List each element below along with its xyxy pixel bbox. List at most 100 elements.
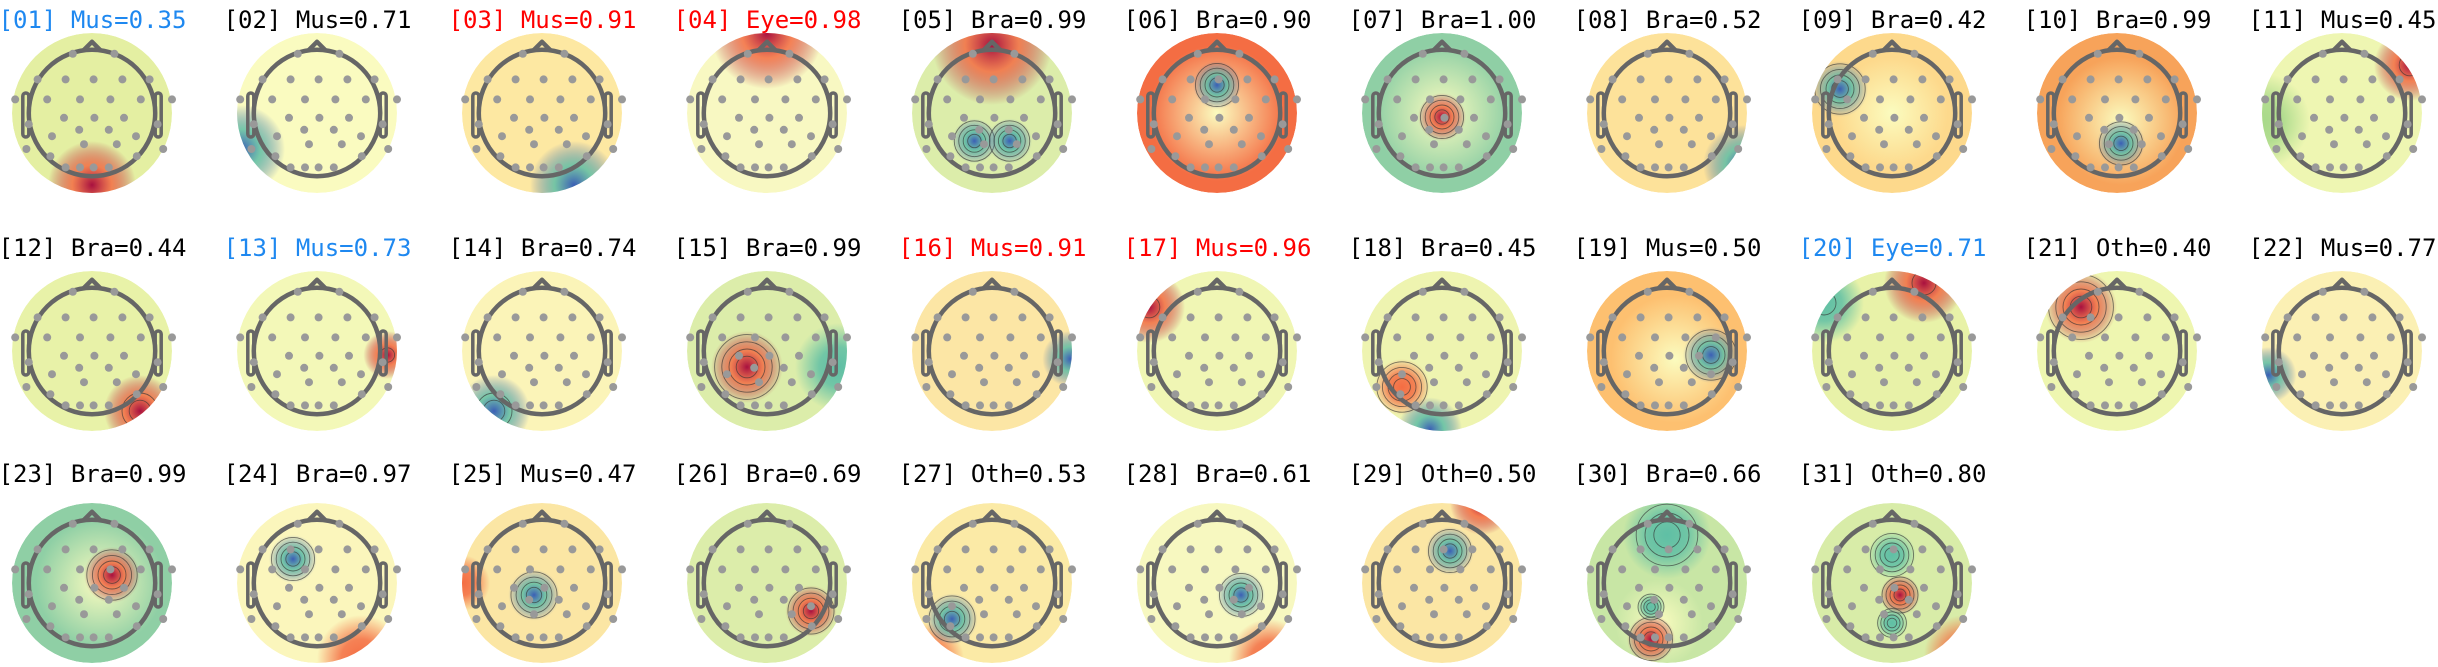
electrode-dot xyxy=(136,95,145,104)
electrode-dot xyxy=(1032,622,1041,631)
electrode-dot xyxy=(721,152,730,161)
electrode-dot xyxy=(89,545,98,554)
electrode-dot xyxy=(75,125,84,134)
electrode-dot xyxy=(1186,545,1195,554)
electrode-dot xyxy=(1158,313,1167,322)
electrode-dot xyxy=(112,610,121,619)
electrode-dot xyxy=(1396,622,1405,631)
electrode-dot xyxy=(976,95,984,104)
electrode-dot xyxy=(723,370,731,379)
electrode-dot xyxy=(1418,287,1427,296)
electrode-dot xyxy=(498,370,506,379)
electrode-dot xyxy=(2325,125,2334,134)
electrode-dot xyxy=(1439,75,1448,84)
ear-icon xyxy=(1278,91,1288,139)
electrode-dot xyxy=(2129,363,2138,372)
electrode-dot xyxy=(2101,163,2109,172)
electrode-dot xyxy=(2403,120,2412,129)
electrode-dot xyxy=(1968,333,1976,342)
electrode-dot xyxy=(1149,358,1158,367)
electrode-dot xyxy=(1876,333,1884,342)
electrode-dot xyxy=(48,370,56,379)
electrode-dot xyxy=(570,351,578,360)
electrode-dot xyxy=(1597,615,1606,623)
electrode-dot xyxy=(1495,545,1504,554)
electrode-dot xyxy=(1430,378,1438,387)
electrode-dot xyxy=(2274,358,2283,367)
nose-icon xyxy=(1206,39,1228,53)
electrode-dot xyxy=(11,565,20,574)
electrode-dot xyxy=(1006,95,1015,104)
electrode-dot xyxy=(2193,95,2201,104)
electrode-dot xyxy=(1503,120,1512,129)
nose-icon xyxy=(756,39,778,53)
electrode-dot xyxy=(343,75,352,84)
electrode-dot xyxy=(236,565,245,574)
electrode-dot xyxy=(2298,370,2306,379)
electrode-dot xyxy=(697,615,706,623)
nose-icon xyxy=(756,509,778,523)
nose-icon xyxy=(306,39,328,53)
electrode-dot xyxy=(300,363,309,372)
electrode-dot xyxy=(922,145,931,153)
electrode-dot xyxy=(1608,75,1617,84)
scalp-map xyxy=(1361,503,1526,663)
electrode-dot xyxy=(461,95,470,104)
electrode-dot xyxy=(33,75,42,84)
electrode-dot xyxy=(1482,370,1490,379)
electrode-dot xyxy=(60,351,68,360)
electrode-dot xyxy=(1920,583,1928,592)
electrode-dot xyxy=(785,519,794,528)
electrode-dot xyxy=(1470,351,1478,360)
electrode-dot xyxy=(1889,401,1898,410)
electrode-dot xyxy=(1664,163,1673,172)
contour-line xyxy=(1434,109,1450,125)
electrode-dot xyxy=(807,602,815,611)
electrode-dot xyxy=(2100,125,2109,134)
electrode-dot xyxy=(1482,622,1491,631)
electrode-dot xyxy=(968,49,977,58)
electrode-dot xyxy=(1728,358,1737,367)
electrode-dot xyxy=(960,583,968,592)
component-title: [19] Mus=0.50 xyxy=(1573,234,1762,262)
electrode-dot xyxy=(2311,163,2320,172)
electrode-dot xyxy=(132,370,140,379)
electrode-dot xyxy=(1518,565,1526,574)
electrode-dot xyxy=(305,140,313,149)
electrode-dot xyxy=(1430,610,1438,619)
electrode-dot xyxy=(132,390,141,399)
electrode-dot xyxy=(1053,120,1062,129)
electrode-dot xyxy=(751,333,759,342)
electrode-dot xyxy=(496,622,505,631)
electrode-dot xyxy=(697,145,706,153)
electrode-dot xyxy=(795,351,803,360)
electrode-dot xyxy=(723,132,731,141)
electrode-dot xyxy=(118,545,127,554)
electrode-dot xyxy=(370,75,379,84)
electrode-dot xyxy=(1904,363,1913,372)
electrode-dot xyxy=(2339,163,2348,172)
component-title: [15] Bra=0.99 xyxy=(673,234,862,262)
electrode-dot xyxy=(1214,163,1223,172)
electrode-dot xyxy=(75,595,84,604)
electrode-dot xyxy=(2068,95,2077,104)
electrode-dot xyxy=(1599,120,1608,129)
electrode-dot xyxy=(249,590,258,599)
contour-line xyxy=(525,586,543,604)
electrode-dot xyxy=(1945,545,1954,554)
electrode-dot xyxy=(1147,145,1156,153)
electrode-dot xyxy=(268,333,277,342)
nose-icon xyxy=(531,39,553,53)
electrode-dot xyxy=(120,583,128,592)
electrode-dot xyxy=(1959,145,1968,153)
electrode-dot xyxy=(76,633,84,642)
electrode-dot xyxy=(80,378,88,387)
ear-icon xyxy=(1503,329,1513,377)
ear-icon xyxy=(471,91,481,139)
electrode-dot xyxy=(2382,132,2390,141)
electrode-dot xyxy=(89,633,98,642)
electrode-dot xyxy=(511,633,520,642)
electrode-dot xyxy=(1201,163,1209,172)
electrode-dot xyxy=(2193,333,2201,342)
electrode-dot xyxy=(1261,333,1270,342)
